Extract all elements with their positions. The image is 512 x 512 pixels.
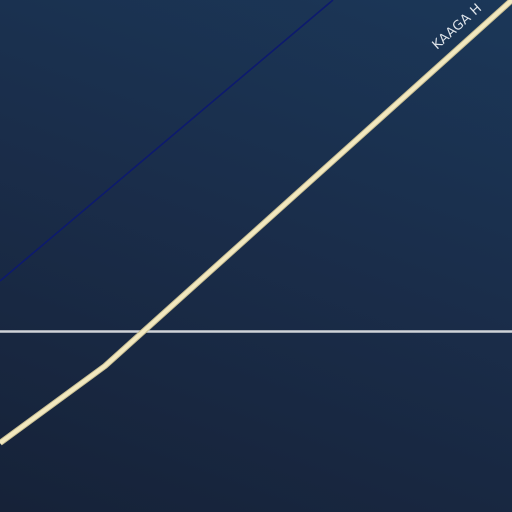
major-road[interactable] [0,0,512,443]
thin-blue-line [0,0,333,281]
